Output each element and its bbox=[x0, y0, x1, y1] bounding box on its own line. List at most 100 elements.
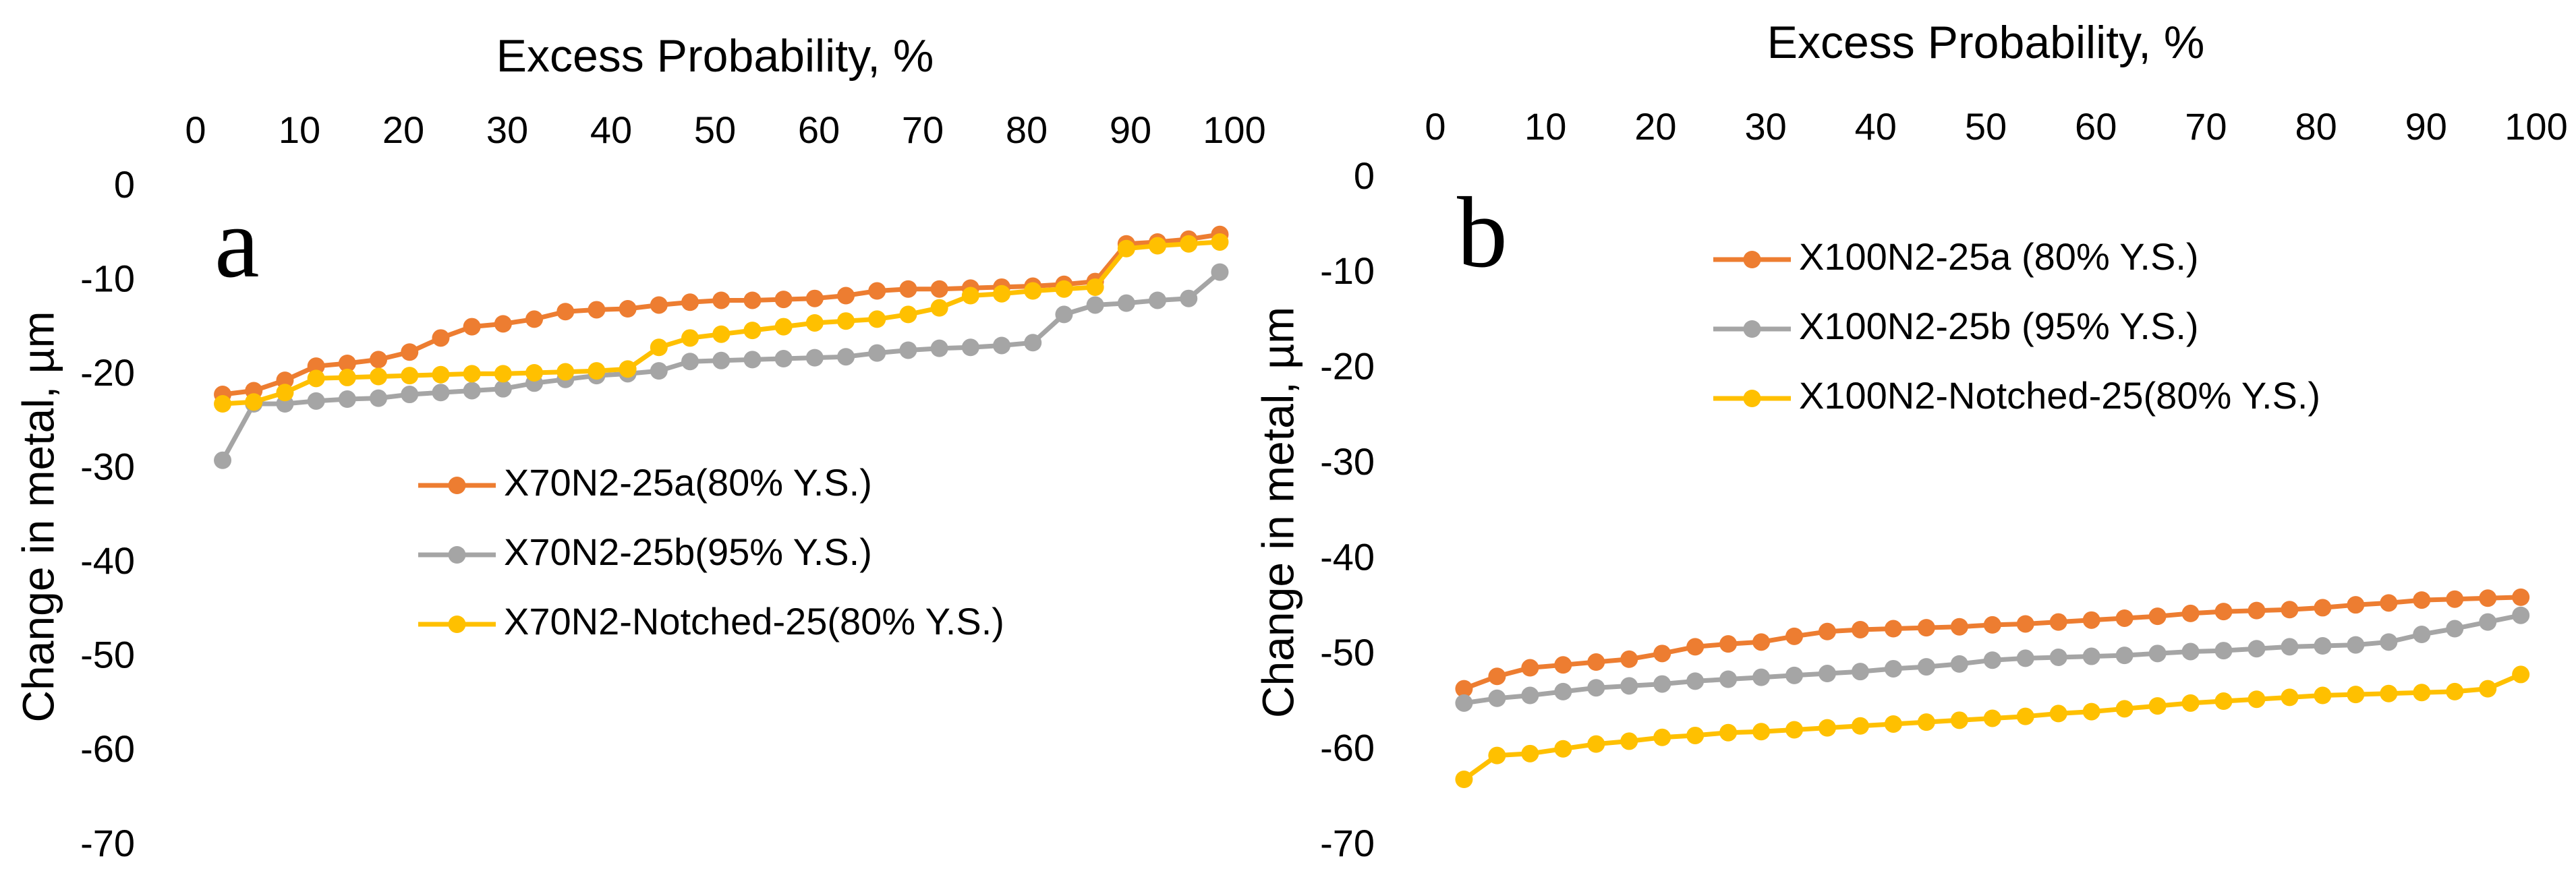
x-tick-label: 20 bbox=[1634, 105, 1676, 148]
data-point bbox=[494, 315, 512, 333]
y-tick-label: -50 bbox=[1320, 631, 1375, 673]
data-point bbox=[1752, 633, 1771, 651]
x-tick-label: 40 bbox=[1855, 105, 1897, 148]
data-point bbox=[868, 282, 886, 300]
data-point bbox=[930, 299, 948, 317]
data-point bbox=[1785, 666, 1804, 684]
data-point bbox=[370, 389, 388, 407]
data-point bbox=[993, 284, 1011, 303]
data-point bbox=[2446, 590, 2464, 608]
data-point bbox=[1983, 616, 2001, 634]
data-point bbox=[1180, 289, 1198, 307]
data-point bbox=[307, 392, 325, 410]
data-point bbox=[805, 289, 824, 307]
data-point bbox=[2380, 633, 2398, 651]
data-point bbox=[1983, 651, 2001, 669]
data-point bbox=[681, 329, 699, 347]
data-point bbox=[2314, 599, 2332, 617]
data-point bbox=[2181, 694, 2200, 712]
data-point bbox=[338, 368, 356, 386]
data-point bbox=[307, 369, 325, 388]
panel-letter: a bbox=[214, 187, 260, 299]
data-point bbox=[2082, 702, 2100, 721]
data-point bbox=[743, 291, 762, 309]
y-tick-label: -40 bbox=[1320, 536, 1375, 578]
data-point bbox=[1086, 278, 1104, 296]
x-tick-label: 0 bbox=[185, 109, 206, 151]
data-point bbox=[2148, 645, 2167, 663]
data-point bbox=[1024, 334, 1042, 352]
x-tick-label: 100 bbox=[2505, 105, 2567, 148]
x-axis-title: Excess Probability, % bbox=[1767, 17, 2205, 68]
x-tick-label: 80 bbox=[1006, 109, 1048, 151]
data-point bbox=[774, 291, 793, 309]
data-point bbox=[805, 349, 824, 367]
data-point bbox=[525, 310, 544, 328]
data-point bbox=[1719, 635, 1738, 653]
y-tick-label: -40 bbox=[80, 539, 135, 582]
data-point bbox=[1455, 771, 1473, 788]
data-point bbox=[1554, 740, 1572, 758]
data-point bbox=[2314, 637, 2332, 655]
data-point bbox=[2148, 697, 2167, 715]
data-point bbox=[899, 341, 917, 359]
y-tick-label: -60 bbox=[1320, 726, 1375, 769]
data-point bbox=[837, 348, 855, 366]
y-tick-label: -20 bbox=[80, 351, 135, 394]
data-point bbox=[1752, 723, 1771, 741]
legend-entry-2: X100N2-25b (95% Y.S.) bbox=[1713, 305, 2199, 347]
data-point bbox=[2347, 636, 2365, 654]
data-point bbox=[1455, 694, 1473, 712]
data-point bbox=[681, 353, 699, 371]
data-point bbox=[494, 380, 512, 398]
data-point bbox=[868, 344, 886, 362]
data-point bbox=[1620, 650, 1638, 668]
data-point bbox=[2479, 613, 2497, 631]
y-axis-title: Change in metal, µm bbox=[1253, 307, 1303, 718]
legend-label: X100N2-25a (80% Y.S.) bbox=[1799, 235, 2199, 278]
data-point bbox=[1653, 645, 1671, 663]
y-tick-label: -60 bbox=[80, 727, 135, 770]
legend-label: X70N2-25a(80% Y.S.) bbox=[504, 461, 872, 504]
data-point bbox=[1149, 291, 1167, 309]
data-point bbox=[1117, 294, 1135, 312]
data-point bbox=[2248, 640, 2266, 658]
data-point bbox=[1785, 627, 1804, 645]
chart-panel-a: Excess Probability, % Change in metal, µm… bbox=[13, 30, 1265, 864]
data-point bbox=[868, 310, 886, 328]
data-point bbox=[556, 303, 575, 321]
x-tick-label: 60 bbox=[798, 109, 840, 151]
data-point bbox=[743, 351, 762, 369]
panel-letter: b bbox=[1457, 177, 1508, 289]
data-point bbox=[2214, 692, 2233, 711]
legend-label: X100N2-Notched-25(80% Y.S.) bbox=[1799, 374, 2320, 417]
legend-entry-2: X70N2-25b(95% Y.S.) bbox=[418, 531, 872, 573]
data-point bbox=[1851, 717, 1869, 735]
data-point bbox=[307, 357, 325, 376]
data-point bbox=[463, 365, 481, 383]
data-point bbox=[2479, 680, 2497, 698]
data-point bbox=[588, 301, 606, 319]
x-tick-label: 30 bbox=[486, 109, 528, 151]
data-point bbox=[432, 329, 450, 347]
x-tick-label: 20 bbox=[382, 109, 424, 151]
data-point bbox=[2281, 601, 2299, 619]
data-point bbox=[1950, 655, 1968, 673]
data-point bbox=[2413, 591, 2431, 609]
data-point bbox=[2016, 615, 2034, 633]
data-point bbox=[276, 371, 294, 390]
data-point bbox=[463, 318, 481, 336]
data-point bbox=[432, 384, 450, 402]
x-axis-title: Excess Probability, % bbox=[496, 30, 934, 82]
data-point bbox=[2082, 647, 2100, 665]
data-point bbox=[2049, 613, 2067, 631]
data-point bbox=[1653, 675, 1671, 693]
y-tick-label: -70 bbox=[80, 822, 135, 864]
data-point bbox=[401, 367, 419, 385]
legend-swatch-marker bbox=[1743, 390, 1761, 407]
data-point bbox=[401, 343, 419, 361]
data-point bbox=[1488, 667, 1506, 686]
data-point bbox=[1055, 305, 1073, 324]
data-point bbox=[245, 393, 263, 411]
data-point bbox=[2446, 682, 2464, 700]
